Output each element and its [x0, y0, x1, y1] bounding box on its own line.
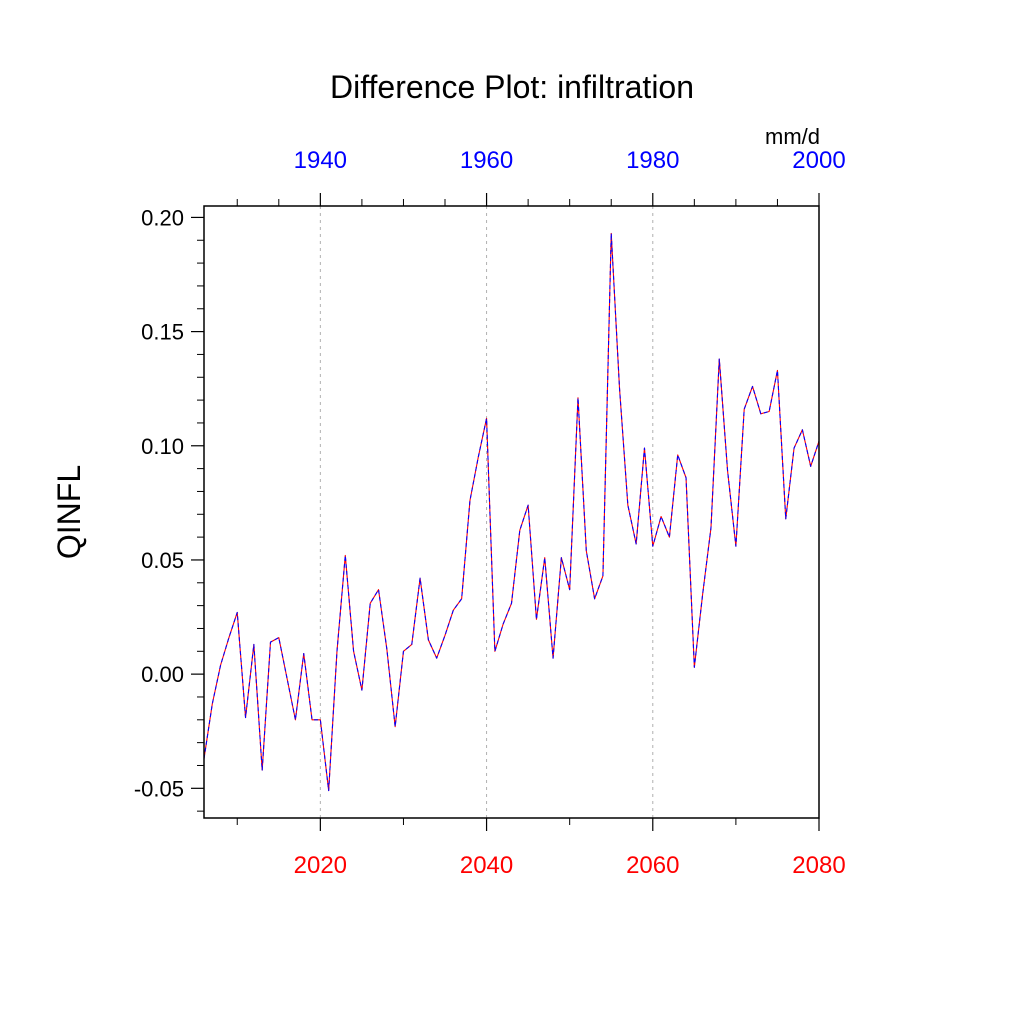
- y-tick-label: 0.05: [141, 548, 184, 573]
- plot-frame: [203, 205, 820, 819]
- series-line-future: [203, 232, 820, 792]
- x-bottom-tick-label: 2040: [460, 852, 513, 879]
- y-tick-label: 0.10: [141, 434, 184, 459]
- x-top-tick-label: 1940: [294, 147, 347, 174]
- y-tick-label: 0.20: [141, 205, 184, 230]
- x-axis-bottom: 2020 2040 2060 2080: [236, 818, 846, 879]
- x-top-tick-label: 1980: [626, 147, 679, 174]
- x-bottom-tick-label: 2060: [626, 852, 679, 879]
- y-axis: -0.05 0.00 0.05 0.10 0.15 0.20: [134, 205, 204, 812]
- chart-title: Difference Plot: infiltration: [330, 69, 694, 105]
- units-label: mm/d: [765, 124, 820, 149]
- x-top-tick-label: 1960: [460, 147, 513, 174]
- data-series: [203, 232, 820, 792]
- y-axis-label: QINFL: [51, 465, 87, 559]
- series-line-historical: [203, 232, 820, 792]
- y-tick-label: 0.00: [141, 662, 184, 687]
- grid-lines: [319, 206, 654, 818]
- y-tick-label: -0.05: [134, 776, 184, 801]
- y-tick-label: 0.15: [141, 320, 184, 345]
- x-top-tick-label: 2000: [792, 147, 845, 174]
- x-axis-top: 1940 1960 1980 2000: [236, 147, 846, 206]
- x-bottom-tick-label: 2020: [294, 852, 347, 879]
- x-bottom-tick-label: 2080: [792, 852, 845, 879]
